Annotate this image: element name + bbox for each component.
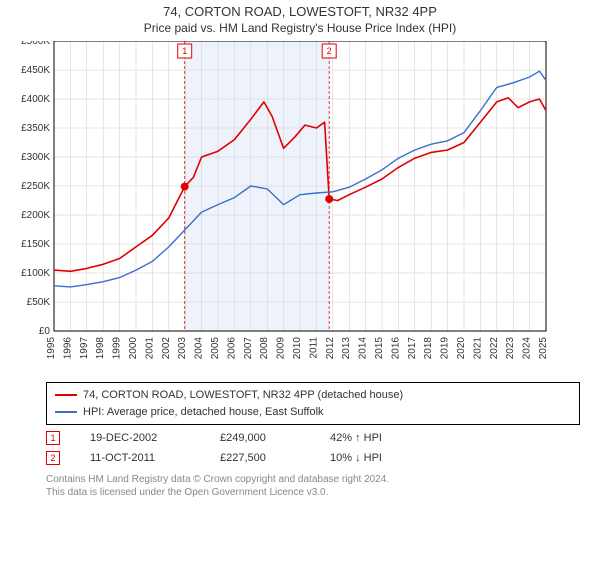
svg-text:£500K: £500K: [21, 41, 50, 47]
svg-text:2010: 2010: [292, 337, 303, 360]
svg-text:£100K: £100K: [21, 268, 50, 279]
event-delta: 42% ↑ HPI: [330, 432, 382, 444]
svg-text:1999: 1999: [112, 337, 123, 360]
event-price: £249,000: [220, 432, 300, 444]
svg-text:2021: 2021: [472, 337, 483, 360]
event-date: 11-OCT-2011: [90, 452, 190, 464]
svg-text:£150K: £150K: [21, 239, 50, 250]
legend-swatch-hpi: [55, 411, 77, 413]
svg-text:2014: 2014: [358, 337, 369, 360]
svg-text:2020: 2020: [456, 337, 467, 360]
price-chart: £0 £50K £100K £150K £200K £250K £300K £350K £400…: [8, 41, 592, 374]
svg-text:2012: 2012: [325, 337, 336, 360]
legend-label-property: 74, CORTON ROAD, LOWESTOFT, NR32 4PP (de…: [83, 387, 403, 404]
svg-text:2002: 2002: [161, 337, 172, 360]
svg-text:2000: 2000: [128, 337, 139, 360]
svg-text:2022: 2022: [489, 337, 500, 360]
event-row: 2 11-OCT-2011 £227,500 10% ↓ HPI: [46, 451, 580, 465]
legend-label-hpi: HPI: Average price, detached house, East…: [83, 404, 324, 421]
svg-text:2008: 2008: [259, 337, 270, 360]
svg-text:2011: 2011: [308, 337, 319, 359]
svg-text:2019: 2019: [440, 337, 451, 360]
svg-text:2006: 2006: [226, 337, 237, 360]
chart-svg: £0 £50K £100K £150K £200K £250K £300K £350K £400…: [8, 41, 554, 371]
page-title: 74, CORTON ROAD, LOWESTOFT, NR32 4PP: [0, 4, 600, 19]
svg-text:2007: 2007: [243, 337, 254, 360]
svg-text:£0: £0: [39, 326, 51, 337]
event-marker-icon: 2: [46, 451, 60, 465]
event-date: 19-DEC-2002: [90, 432, 190, 444]
svg-text:2009: 2009: [276, 337, 287, 360]
svg-text:2015: 2015: [374, 337, 385, 360]
event-delta: 10% ↓ HPI: [330, 452, 382, 464]
svg-text:1: 1: [182, 46, 187, 56]
event-marker-icon: 1: [46, 431, 60, 445]
svg-text:£350K: £350K: [21, 123, 50, 134]
svg-text:2001: 2001: [144, 337, 155, 360]
svg-text:£200K: £200K: [21, 210, 50, 221]
svg-text:£50K: £50K: [27, 297, 51, 308]
svg-text:1995: 1995: [46, 337, 57, 360]
svg-text:2024: 2024: [522, 337, 533, 360]
svg-text:2016: 2016: [390, 337, 401, 360]
svg-text:£300K: £300K: [21, 152, 50, 163]
legend-swatch-property: [55, 394, 77, 396]
svg-text:2013: 2013: [341, 337, 352, 360]
svg-text:1997: 1997: [79, 337, 90, 360]
svg-text:£400K: £400K: [21, 94, 50, 105]
legend-row-property: 74, CORTON ROAD, LOWESTOFT, NR32 4PP (de…: [55, 387, 571, 404]
svg-text:2: 2: [327, 46, 332, 56]
event-row: 1 19-DEC-2002 £249,000 42% ↑ HPI: [46, 431, 580, 445]
svg-text:2018: 2018: [423, 337, 434, 360]
legend: 74, CORTON ROAD, LOWESTOFT, NR32 4PP (de…: [46, 382, 580, 425]
svg-text:£250K: £250K: [21, 181, 50, 192]
svg-text:1998: 1998: [95, 337, 106, 360]
svg-text:2005: 2005: [210, 337, 221, 360]
footer-line-2: This data is licensed under the Open Gov…: [46, 486, 580, 499]
svg-text:2025: 2025: [538, 337, 549, 360]
footer-line-1: Contains HM Land Registry data © Crown c…: [46, 473, 580, 486]
legend-row-hpi: HPI: Average price, detached house, East…: [55, 404, 571, 421]
svg-text:2003: 2003: [177, 337, 188, 360]
svg-text:2004: 2004: [194, 337, 205, 360]
svg-text:2017: 2017: [407, 337, 418, 360]
event-price: £227,500: [220, 452, 300, 464]
page-subtitle: Price paid vs. HM Land Registry's House …: [0, 21, 600, 35]
svg-text:£450K: £450K: [21, 65, 50, 76]
svg-text:1996: 1996: [62, 337, 73, 360]
footer: Contains HM Land Registry data © Crown c…: [46, 473, 580, 499]
svg-text:2023: 2023: [505, 337, 516, 360]
